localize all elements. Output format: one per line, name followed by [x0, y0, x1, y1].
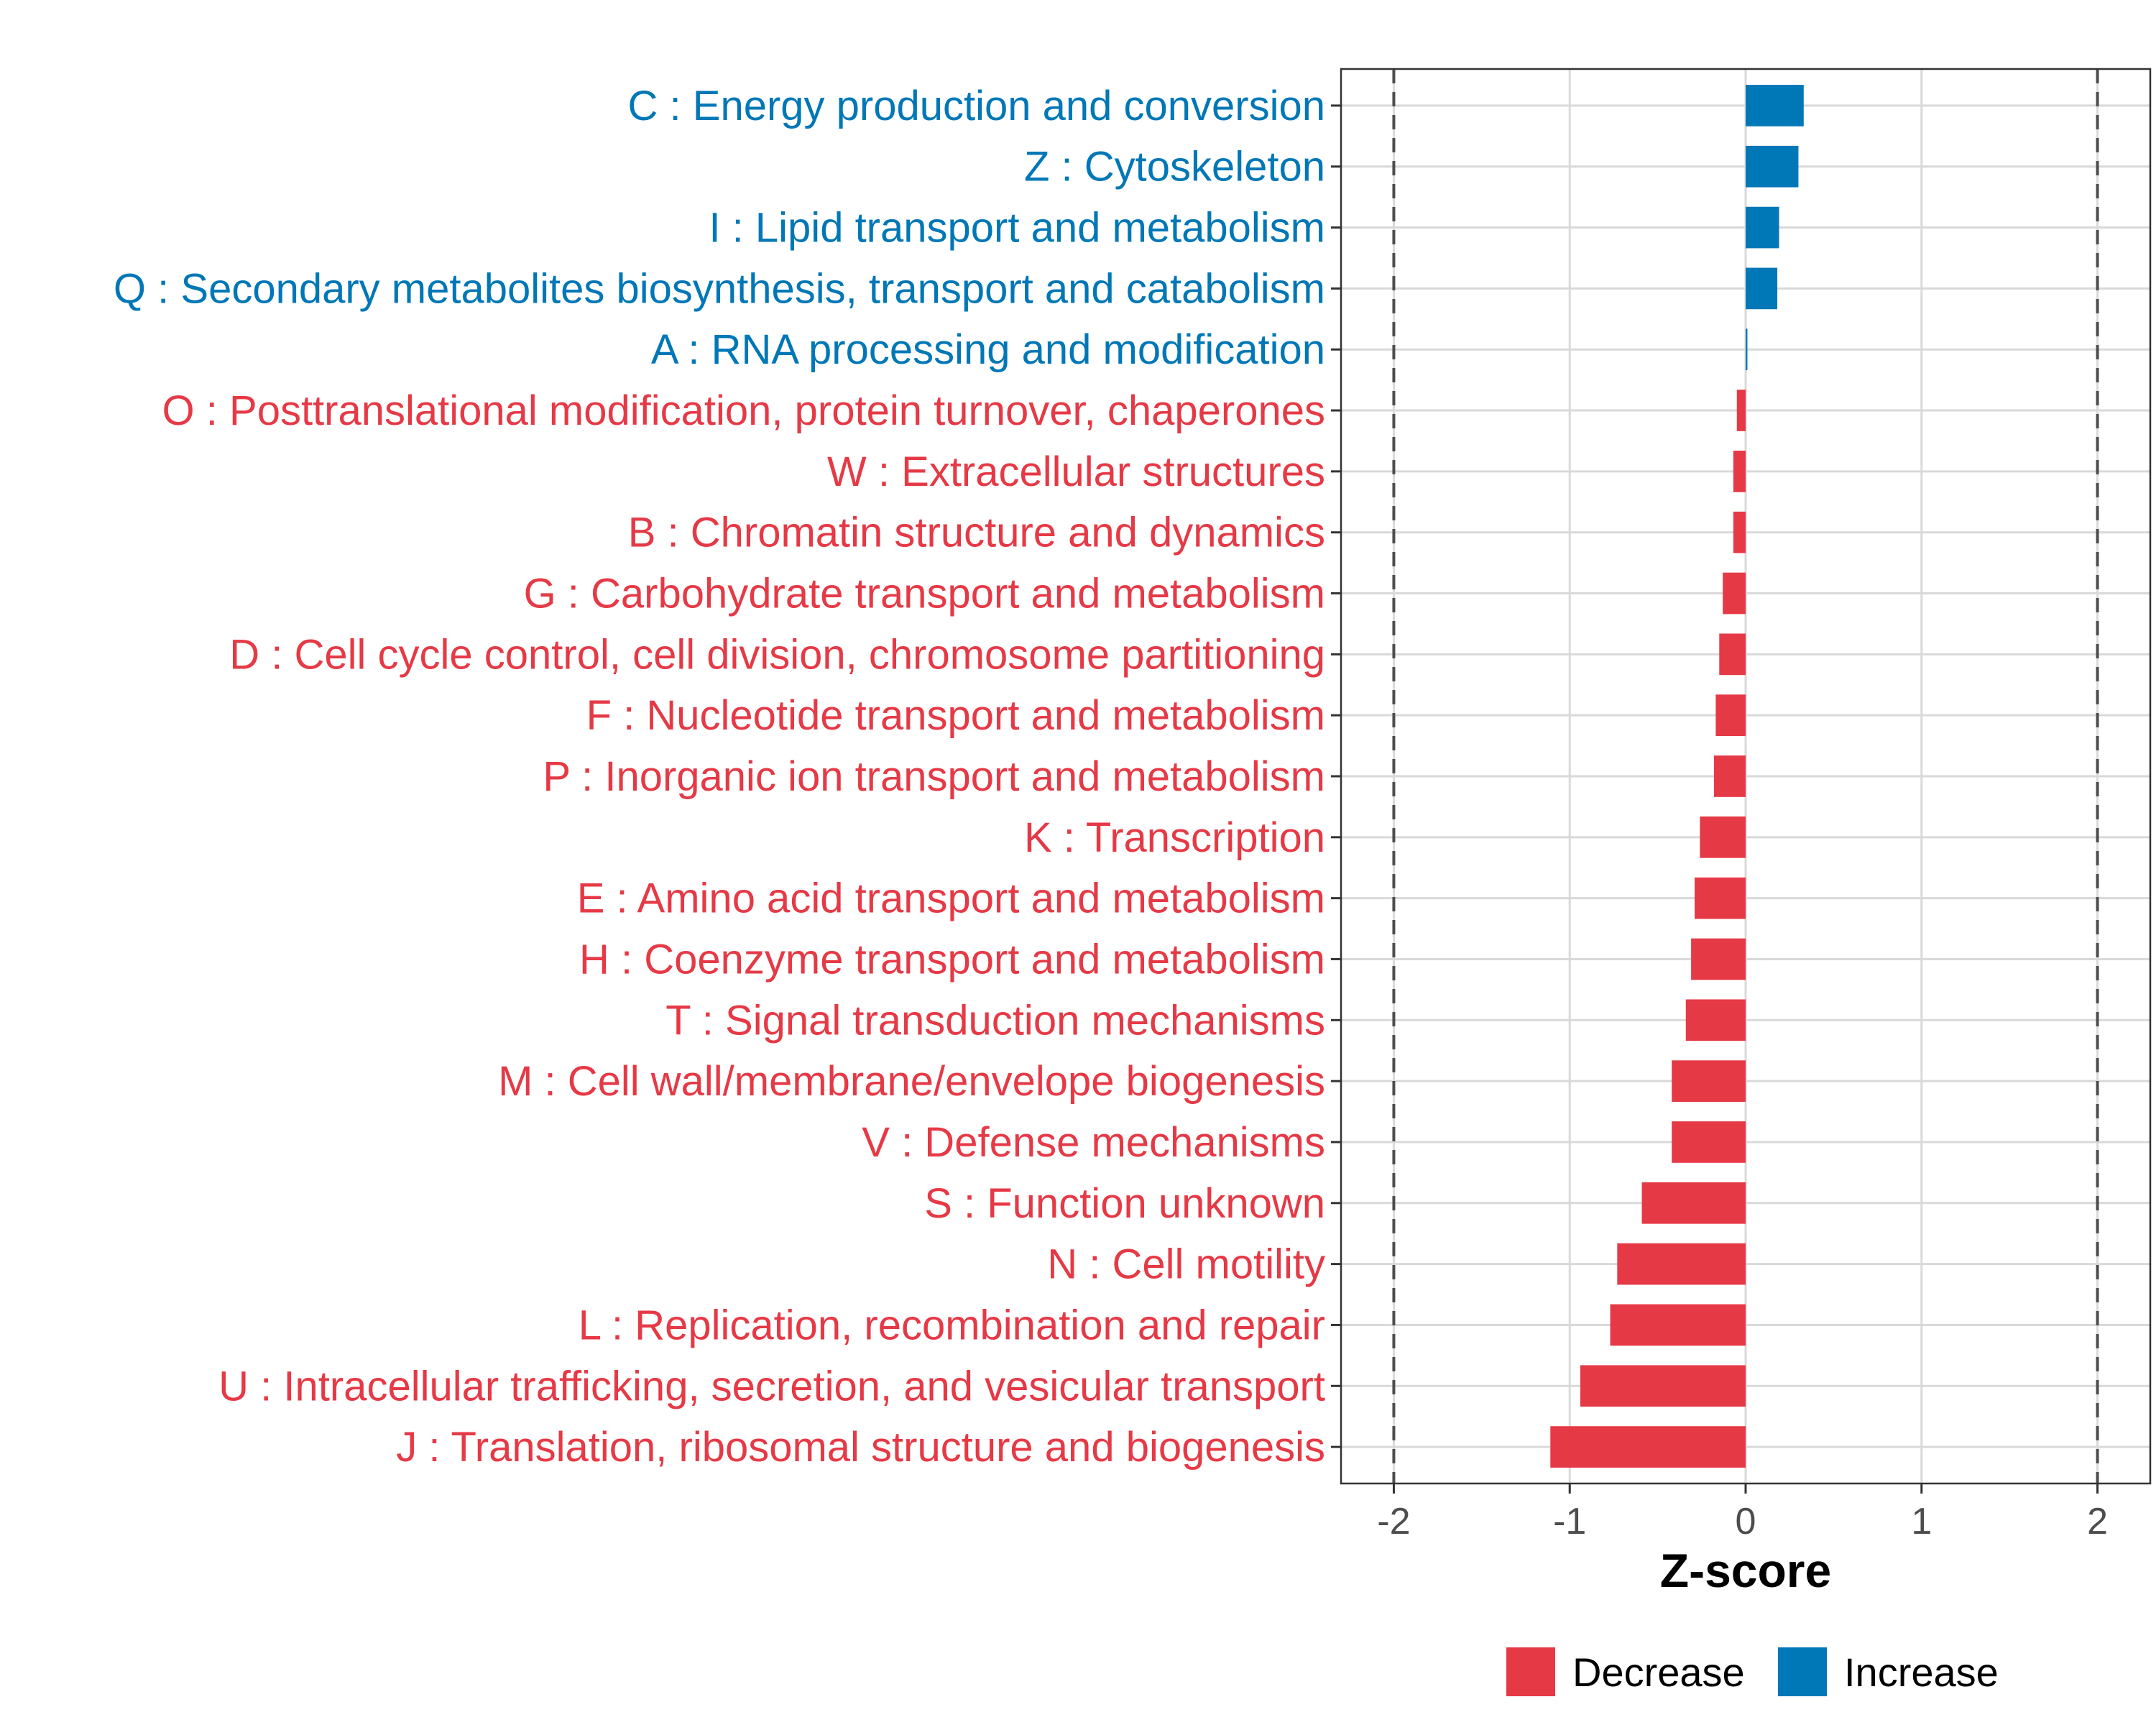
category-label-8: G : Carbohydrate transport and metabolis…	[524, 571, 1325, 617]
bar-17	[1672, 1121, 1746, 1163]
bar-18	[1641, 1182, 1746, 1224]
category-label-14: H : Coenzyme transport and metabolism	[579, 936, 1325, 983]
bar-layer	[1550, 85, 1804, 1468]
category-label-6: W : Extracellular structures	[827, 448, 1325, 495]
category-label-12: K : Transcription	[1024, 814, 1325, 861]
bar-10	[1715, 694, 1746, 737]
bar-5	[1736, 390, 1746, 431]
x-axis-title: Z-score	[1660, 1544, 1831, 1597]
category-label-19: N : Cell motility	[1047, 1241, 1325, 1288]
bar-19	[1617, 1243, 1746, 1285]
category-label-11: P : Inorganic ion transport and metaboli…	[543, 753, 1325, 800]
bar-15	[1685, 999, 1746, 1041]
x-tick-label-4: 2	[2087, 1501, 2108, 1542]
category-label-16: M : Cell wall/membrane/envelope biogenes…	[498, 1058, 1325, 1105]
x-tick-label-2: 0	[1736, 1501, 1756, 1542]
category-label-1: Z : Cytoskeleton	[1024, 144, 1325, 190]
x-tick-label-1: -1	[1553, 1501, 1586, 1542]
legend-label-increase: Increase	[1844, 1650, 1999, 1695]
x-tick-label-3: 1	[1911, 1501, 1932, 1542]
legend-swatch-decrease	[1506, 1647, 1555, 1696]
category-label-13: E : Amino acid transport and metabolism	[577, 875, 1325, 922]
category-label-15: T : Signal transduction mechanisms	[665, 997, 1325, 1044]
bar-11	[1713, 755, 1746, 797]
category-label-20: L : Replication, recombination and repai…	[579, 1302, 1325, 1348]
category-label-22: J : Translation, ribosomal structure and…	[396, 1424, 1325, 1471]
bar-2	[1746, 206, 1779, 249]
legend: Decrease Increase	[1506, 1647, 1999, 1696]
x-axis-ticks: -2 -1 0 1 2	[1377, 1484, 2108, 1542]
category-label-5: O : Posttranslational modification, prot…	[162, 387, 1325, 434]
category-label-0: C : Energy production and conversion	[628, 83, 1325, 129]
y-axis-ticks: C : Energy production and conversion Z : …	[114, 83, 1341, 1471]
bar-1	[1746, 145, 1799, 188]
category-label-18: S : Function unknown	[924, 1180, 1325, 1227]
category-label-7: B : Chromatin structure and dynamics	[628, 510, 1325, 556]
bar-8	[1723, 572, 1746, 615]
category-label-17: V : Defense mechanisms	[862, 1119, 1325, 1166]
bar-20	[1610, 1304, 1746, 1346]
bar-12	[1700, 816, 1746, 858]
category-label-9: D : Cell cycle control, cell division, c…	[229, 631, 1325, 678]
bar-16	[1672, 1060, 1746, 1102]
bar-21	[1580, 1365, 1746, 1407]
bar-13	[1695, 877, 1746, 919]
bar-14	[1691, 938, 1746, 980]
bar-3	[1746, 267, 1778, 310]
category-label-3: Q : Secondary metabolites biosynthesis, …	[114, 265, 1325, 312]
bar-22	[1550, 1426, 1746, 1468]
category-label-21: U : Intracellular trafficking, secretion…	[218, 1363, 1325, 1409]
category-label-2: I : Lipid transport and metabolism	[709, 205, 1325, 252]
legend-label-decrease: Decrease	[1572, 1650, 1745, 1695]
category-label-10: F : Nucleotide transport and metabolism	[586, 692, 1325, 739]
bar-0	[1746, 85, 1804, 126]
bar-6	[1733, 451, 1746, 492]
category-label-4: A : RNA processing and modification	[651, 326, 1325, 373]
reference-lines	[1392, 69, 2099, 1484]
x-tick-label-0: -2	[1377, 1501, 1410, 1542]
bar-9	[1719, 633, 1746, 676]
legend-swatch-increase	[1778, 1647, 1827, 1696]
bar-7	[1733, 511, 1746, 553]
bar-4	[1746, 328, 1748, 371]
